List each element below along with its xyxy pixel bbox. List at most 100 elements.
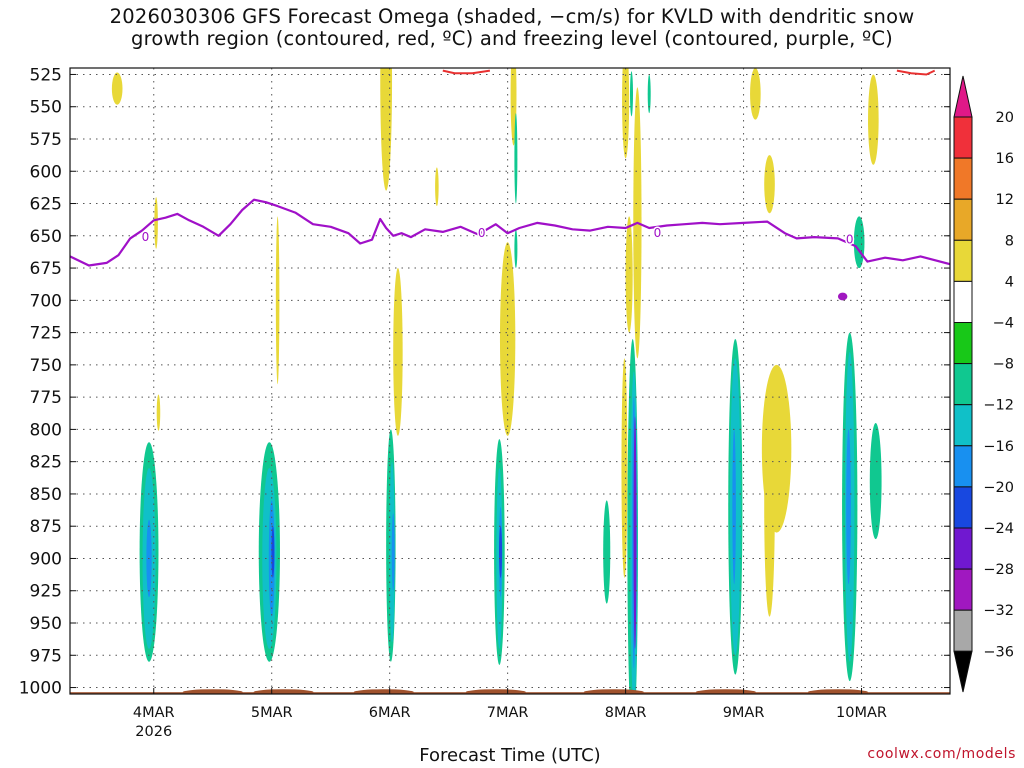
colorbar-label-4: 4 xyxy=(1005,274,1014,290)
colorbar-label-3: 8 xyxy=(1005,233,1014,249)
omega-cell-44 xyxy=(154,197,158,249)
x-tick-label-9MAR: 9MAR xyxy=(723,705,765,721)
omega-cell-42 xyxy=(435,167,439,207)
ground-bump-3 xyxy=(465,689,526,694)
chart-title-line-1: 2026030306 GFS Forecast Omega (shaded, −… xyxy=(109,5,915,28)
omega-cell-32 xyxy=(622,68,630,159)
colorbar-box-8 xyxy=(953,445,973,488)
x-tick-label-4MAR: 4MAR xyxy=(133,705,175,721)
colorbar-box-7 xyxy=(953,404,973,447)
omega-cell-14 xyxy=(603,500,611,604)
y-tick-label-900: 900 xyxy=(30,549,62,569)
y-tick-label-725: 725 xyxy=(30,324,62,344)
y-tick-label-925: 925 xyxy=(30,582,62,602)
freezing-level-label-1: 0 xyxy=(478,226,486,240)
grid-layer xyxy=(70,68,950,694)
y-tick-label-850: 850 xyxy=(30,485,62,505)
colorbar-label-12: −32 xyxy=(983,603,1014,619)
colorbar-label-8: −16 xyxy=(983,439,1014,455)
credit-text: coolwx.com/models xyxy=(867,746,1016,762)
y-tick-label-825: 825 xyxy=(30,453,62,473)
x-tick-label-8MAR: 8MAR xyxy=(605,705,647,721)
y-tick-label-700: 700 xyxy=(30,291,62,311)
contour-layer: 0 0 0 0 xyxy=(70,69,950,267)
colorbar-label-11: −28 xyxy=(983,562,1014,578)
y-tick-label-975: 975 xyxy=(30,646,62,666)
omega-cell-35 xyxy=(621,358,628,578)
y-tick-label-675: 675 xyxy=(30,259,62,279)
ground-bump-4 xyxy=(583,689,644,694)
x-tick-label-7MAR: 7MAR xyxy=(487,705,529,721)
y-tick-label-950: 950 xyxy=(30,614,62,634)
colorbar-box-9 xyxy=(953,486,973,529)
omega-cell-13 xyxy=(499,526,503,578)
x-tick-sublabel-4MAR: 2026 xyxy=(135,724,172,740)
omega-cell-9 xyxy=(391,513,395,591)
ground-bump-2 xyxy=(353,689,414,694)
omega-cell-43 xyxy=(156,394,161,431)
omega-cell-21 xyxy=(732,429,736,585)
y-tick-label-775: 775 xyxy=(30,388,62,408)
colorbar-box-0 xyxy=(953,116,973,159)
freezing-level-line xyxy=(70,198,950,267)
omega-cell-25 xyxy=(853,216,865,269)
ground-layer xyxy=(70,689,950,694)
omega-cell-45 xyxy=(514,113,518,204)
omega-cell-47 xyxy=(647,74,651,114)
colorbar-box-12 xyxy=(953,609,973,652)
y-tick-label-625: 625 xyxy=(30,195,62,215)
colorbar-box-11 xyxy=(953,568,973,611)
colorbar-box-10 xyxy=(953,527,973,570)
y-tick-label-650: 650 xyxy=(30,227,62,247)
chart-title-line-2: growth region (contoured, red, ºC) and f… xyxy=(131,27,893,50)
colorbar-box-3 xyxy=(953,239,973,282)
omega-cell-30 xyxy=(499,242,516,436)
plot-frame xyxy=(69,67,951,695)
y-tick-label-550: 550 xyxy=(30,98,62,118)
y-tick-label-800: 800 xyxy=(30,420,62,440)
omega-cell-29 xyxy=(275,216,280,385)
omega-cell-41 xyxy=(111,72,123,105)
ground-bump-1 xyxy=(253,689,314,694)
ground-bump-0 xyxy=(182,689,243,694)
omega-cell-48 xyxy=(630,71,634,117)
omega-cell-28 xyxy=(393,268,403,436)
colorbar-box-4 xyxy=(953,280,973,323)
freezing-level-label-0: 0 xyxy=(142,230,150,244)
colorbar-box-6 xyxy=(953,363,973,406)
x-axis-label: Forecast Time (UTC) xyxy=(419,745,601,766)
colorbar-label-2: 12 xyxy=(996,192,1014,208)
omega-cell-39 xyxy=(764,155,775,214)
omega-cell-37 xyxy=(764,397,775,617)
colorbar-label-6: −8 xyxy=(993,357,1014,373)
colorbar-label-13: −36 xyxy=(983,644,1014,660)
omega-cell-46 xyxy=(514,229,518,269)
dgz-contour-1 xyxy=(896,69,936,76)
omega-cell-33 xyxy=(625,216,633,333)
colorbar-label-5: −4 xyxy=(993,316,1014,332)
chart-title: 2026030306 GFS Forecast Omega (shaded, −… xyxy=(0,6,1024,50)
ground-bump-6 xyxy=(807,689,868,694)
omega-cell-24 xyxy=(846,429,851,585)
omega-cell-49 xyxy=(837,292,848,301)
freezing-level-label-3: 0 xyxy=(846,232,854,246)
omega-shading-layer xyxy=(111,68,882,694)
x-tick-label-5MAR: 5MAR xyxy=(251,705,293,721)
dgz-contour-0 xyxy=(442,69,491,75)
y-tick-label-575: 575 xyxy=(30,130,62,150)
omega-cell-18 xyxy=(633,416,637,649)
y-tick-label-600: 600 xyxy=(30,162,62,182)
omega-cell-40 xyxy=(868,74,879,165)
colorbar-box-1 xyxy=(953,157,973,200)
colorbar: 20 16 12 8 4 −4 −8 −12 −16 −20 −24 −28 −32 −36 xyxy=(953,75,1014,693)
x-tick-label-6MAR: 6MAR xyxy=(369,705,411,721)
y-axis: 525 550 575 600 625 650 675 700 725 750 775 800 825 8… xyxy=(19,65,950,699)
y-tick-label-750: 750 xyxy=(30,356,62,376)
x-tick-label-10MAR: 10MAR xyxy=(836,705,887,721)
omega-cell-6 xyxy=(271,526,275,578)
colorbar-top-arrow xyxy=(953,75,973,118)
y-tick-label-525: 525 xyxy=(30,65,62,85)
colorbar-bottom-arrow xyxy=(953,650,973,693)
colorbar-label-10: −24 xyxy=(983,521,1014,537)
y-tick-label-875: 875 xyxy=(30,517,62,537)
